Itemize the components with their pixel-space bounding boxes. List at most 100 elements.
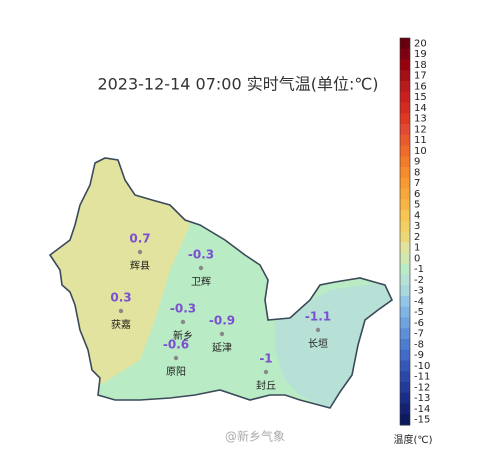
colorbar-tick-label: 5 [414, 200, 420, 211]
colorbar-segment [400, 145, 410, 157]
region-fill [50, 158, 392, 408]
station-dot [180, 319, 186, 325]
county-outline [48, 157, 394, 409]
colorbar-tick-label: 1 [414, 243, 420, 254]
colorbar-tick-label: -12 [414, 382, 430, 393]
colorbar-tick-label: 3 [414, 221, 420, 232]
colorbar-tick-label: 19 [414, 49, 427, 60]
colorbar-tick-label: -7 [414, 329, 424, 340]
station-dot [173, 355, 179, 361]
colorbar-segment [400, 102, 410, 114]
colorbar-tick-label: 17 [414, 71, 427, 82]
colorbar-segment [400, 371, 410, 383]
station-value: -0.3 [170, 302, 196, 316]
colorbar-segment [400, 360, 410, 372]
colorbar-tick-label: 6 [414, 189, 420, 200]
colorbar-tick-label: -3 [414, 286, 424, 297]
colorbar-tick-label: 4 [414, 210, 420, 221]
colorbar-tick-label: -15 [414, 415, 430, 426]
colorbar-tick-label: 14 [414, 103, 427, 114]
colorbar-tick-label: 20 [414, 38, 427, 49]
colorbar-segment [400, 91, 410, 103]
station-name: 延津 [212, 342, 232, 354]
colorbar-tick-label: -9 [414, 350, 424, 361]
station-value: -0.9 [209, 314, 235, 328]
colorbar-tick-label: 11 [414, 135, 427, 146]
colorbar-frame [399, 37, 411, 426]
colorbar-segment [400, 382, 410, 394]
watermark: @新乡气象 [225, 429, 285, 444]
colorbar-tick-label: -6 [414, 318, 424, 329]
colorbar-segment [400, 263, 410, 275]
colorbar-segment [400, 403, 410, 415]
colorbar-tick-label: 15 [414, 92, 427, 103]
colorbar-segment [400, 210, 410, 222]
colorbar-segment [400, 134, 410, 146]
colorbar-tick-label: 18 [414, 60, 427, 71]
colorbar-tick-label: 16 [414, 81, 427, 92]
station-dot [137, 249, 143, 255]
colorbar-tick-label: -2 [414, 275, 424, 286]
colorbar-segment [400, 156, 410, 168]
station-name: 辉县 [130, 260, 150, 272]
station-name: 获嘉 [111, 318, 131, 331]
colorbar-segment [400, 48, 410, 60]
colorbar-tick-label: 8 [414, 167, 420, 178]
station-dot [118, 308, 124, 314]
colorbar-segment [400, 188, 410, 200]
colorbar-segment [400, 70, 410, 82]
colorbar-segment [400, 199, 410, 211]
station-name: 原阳 [166, 366, 186, 378]
colorbar-segment [400, 231, 410, 243]
station-value: -0.6 [163, 338, 189, 352]
colorbar-segment [400, 167, 410, 179]
colorbar-label: 温度(℃) [393, 433, 432, 446]
station-value: 0.7 [129, 232, 150, 246]
colorbar-segment [400, 124, 410, 136]
station-dot [315, 327, 321, 333]
colorbar-tick-label: 7 [414, 178, 420, 189]
colorbar-segment [400, 81, 410, 93]
colorbar-segment [400, 317, 410, 329]
colorbar-tick-label: -8 [414, 339, 424, 350]
colorbar-segment [400, 296, 410, 308]
colorbar-segment [400, 38, 410, 50]
colorbar-tick-label: -1 [414, 264, 424, 275]
colorbar-segment [400, 274, 410, 286]
colorbar-segment [400, 220, 410, 232]
station-value: -0.3 [188, 248, 214, 262]
colorbar-segment [400, 339, 410, 351]
station-name: 新乡 [173, 329, 193, 342]
colorbar-tick-label: 12 [414, 124, 427, 135]
station-dot [219, 331, 225, 337]
colorbar-tick-label: -14 [414, 404, 430, 415]
colorbar-segment [400, 242, 410, 254]
station-dot [263, 369, 269, 375]
map-title: 2023-12-14 07:00 实时气温(单位:℃) [97, 75, 378, 94]
colorbar-tick-label: 2 [414, 232, 420, 243]
colorbar-tick-label: -10 [414, 361, 430, 372]
colorbar-tick-label: -13 [414, 393, 430, 404]
colorbar-tick-label: -5 [414, 307, 424, 318]
colorbar-tick-label: -4 [414, 296, 424, 307]
colorbar-segment [400, 253, 410, 265]
station-value: 0.3 [110, 291, 131, 305]
station-name: 封丘 [256, 379, 276, 392]
colorbar-tick-label: 0 [414, 253, 420, 264]
colorbar-segment [400, 306, 410, 318]
colorbar-tick-label: 9 [414, 157, 420, 168]
colorbar-segment [400, 414, 410, 426]
colorbar-tick-label: -11 [414, 372, 430, 383]
colorbar-tick-label: 10 [414, 146, 427, 157]
station-dot [198, 265, 204, 271]
colorbar-segment [400, 328, 410, 340]
station-name: 长垣 [308, 338, 328, 350]
colorbar-segment [400, 177, 410, 189]
station-name: 卫辉 [191, 276, 211, 288]
colorbar-segment [400, 392, 410, 404]
station-value: -1.1 [305, 310, 331, 324]
colorbar-segment [400, 285, 410, 297]
colorbar-segment [400, 113, 410, 125]
colorbar-tick-label: 13 [414, 114, 427, 125]
